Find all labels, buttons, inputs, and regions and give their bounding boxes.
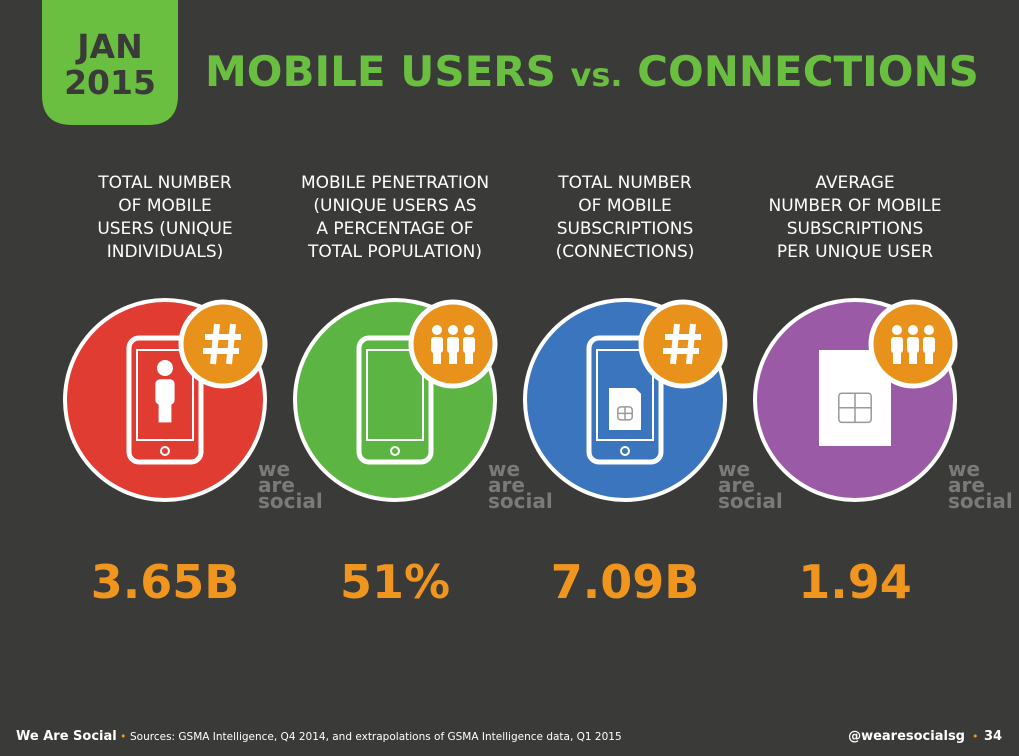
footer-dot: • bbox=[120, 730, 127, 743]
phone-outline bbox=[586, 335, 664, 465]
person-head bbox=[908, 325, 918, 335]
person-head bbox=[892, 325, 902, 335]
phone-button bbox=[160, 446, 170, 456]
person-body bbox=[923, 337, 935, 353]
badge-year: 2015 bbox=[64, 63, 156, 102]
stat-label: A PERCENTAGE OF bbox=[316, 219, 473, 239]
watermark: social bbox=[948, 489, 1013, 513]
phone-outline bbox=[126, 335, 204, 465]
stat-label: (CONNECTIONS) bbox=[556, 242, 695, 262]
footer-brand: We Are Social bbox=[16, 729, 117, 744]
hash-icon bbox=[203, 323, 241, 365]
stat-label: MOBILE PENETRATION bbox=[301, 173, 489, 193]
date-badge bbox=[42, 0, 178, 125]
person-body bbox=[447, 337, 459, 353]
stats: TOTAL NUMBER OF MOBILE USERS (UNIQUE INDIVI… bbox=[63, 173, 1013, 609]
sim-chip-lines bbox=[838, 393, 872, 423]
stat-label: PER UNIQUE USER bbox=[777, 242, 933, 262]
watermark: we bbox=[718, 457, 750, 481]
watermark: are bbox=[488, 473, 525, 497]
person-body bbox=[907, 337, 919, 353]
stat-label: NUMBER OF MOBILE bbox=[769, 196, 942, 216]
person-head bbox=[464, 325, 474, 335]
watermark: we bbox=[948, 457, 980, 481]
person-head bbox=[432, 325, 442, 335]
person-body bbox=[463, 337, 475, 353]
watermark: social bbox=[718, 489, 783, 513]
watermark: social bbox=[488, 489, 553, 513]
person-head bbox=[924, 325, 934, 335]
sim-chip-lines bbox=[617, 406, 633, 420]
watermark: are bbox=[718, 473, 755, 497]
person-legs bbox=[158, 400, 172, 423]
watermark: are bbox=[258, 473, 295, 497]
stat-label: SUBSCRIPTIONS bbox=[557, 219, 694, 239]
person-legs bbox=[433, 350, 441, 364]
stat-value: 3.65B bbox=[91, 555, 240, 609]
stat-label: TOTAL POPULATION) bbox=[307, 242, 482, 262]
stat-label: TOTAL NUMBER bbox=[97, 173, 232, 193]
footer-source: Sources: GSMA Intelligence, Q4 2014, and… bbox=[130, 731, 622, 743]
title-part: MOBILE USERS bbox=[205, 47, 556, 96]
person-legs bbox=[909, 350, 917, 364]
title: MOBILE USERS vs. CONNECTIONS bbox=[205, 47, 979, 96]
stat-label: INDIVIDUALS) bbox=[107, 242, 224, 262]
phone-outline bbox=[356, 335, 434, 465]
watermark: are bbox=[948, 473, 985, 497]
person-body bbox=[155, 379, 175, 405]
stat-label: (UNIQUE USERS AS bbox=[313, 196, 476, 216]
title-part: vs. bbox=[570, 56, 622, 94]
person-legs bbox=[449, 350, 457, 364]
stat-label: AVERAGE bbox=[815, 173, 894, 193]
stat-label: USERS (UNIQUE bbox=[97, 219, 232, 239]
stat-label: TOTAL NUMBER bbox=[557, 173, 692, 193]
footer-handle: @wearesocialsg bbox=[848, 729, 965, 744]
icon-badge bbox=[638, 299, 728, 389]
footer-page: 34 bbox=[984, 729, 1002, 744]
phone-button bbox=[620, 446, 630, 456]
watermark: we bbox=[488, 457, 520, 481]
stat-label: SUBSCRIPTIONS bbox=[787, 219, 924, 239]
badge-month: JAN bbox=[75, 27, 142, 66]
stat-value: 7.09B bbox=[551, 555, 700, 609]
footer-dot: • bbox=[972, 730, 979, 743]
person-head bbox=[157, 360, 173, 376]
stat-value: 51% bbox=[340, 555, 450, 609]
person-head bbox=[448, 325, 458, 335]
watermark: we bbox=[258, 457, 290, 481]
stat-value: 1.94 bbox=[798, 555, 912, 609]
hash-icon bbox=[663, 323, 701, 365]
stat-label: OF MOBILE bbox=[118, 196, 212, 216]
person-legs bbox=[465, 350, 473, 364]
stat-label: OF MOBILE bbox=[578, 196, 672, 216]
person-legs bbox=[893, 350, 901, 364]
phone-button bbox=[390, 446, 400, 456]
person-legs bbox=[925, 350, 933, 364]
phone-screen bbox=[366, 349, 424, 441]
title-part: CONNECTIONS bbox=[637, 47, 979, 96]
person-body bbox=[891, 337, 903, 353]
icon-badge bbox=[178, 299, 268, 389]
person-body bbox=[431, 337, 443, 353]
watermark: social bbox=[258, 489, 323, 513]
